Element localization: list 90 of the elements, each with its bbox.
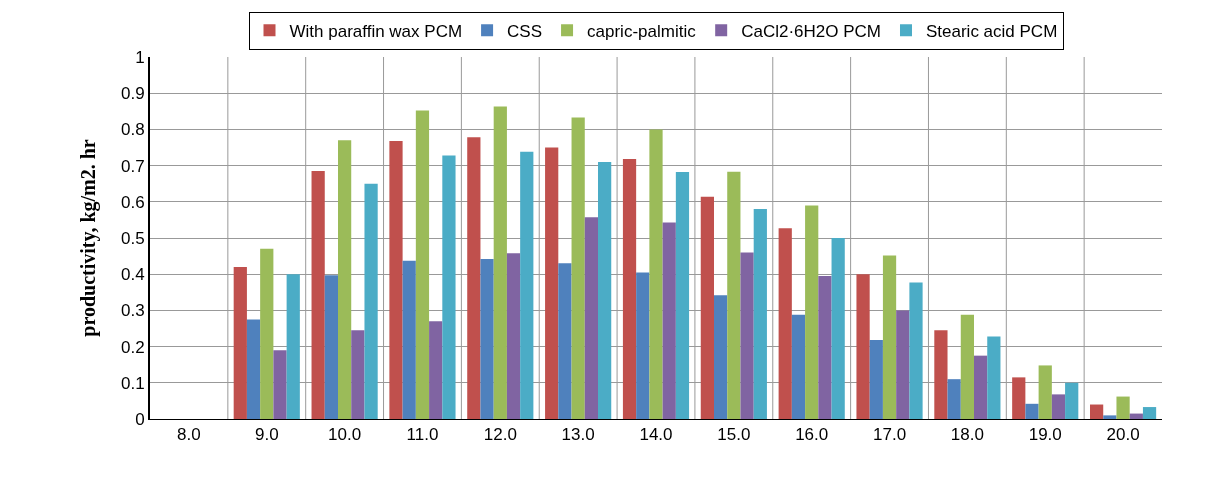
y-tick-label: 0.9 (120, 84, 145, 104)
y-tick-label: 0.2 (120, 337, 145, 357)
bar (675, 172, 690, 419)
x-tick-label: 20.0 (1106, 425, 1140, 445)
legend-label: capric-palmitic (587, 21, 697, 41)
x-tick-label: 10.0 (328, 425, 362, 445)
x-tick-label: 18.0 (950, 425, 984, 445)
bar (598, 161, 612, 419)
x-tick-label: 11.0 (406, 425, 439, 445)
bar (1142, 407, 1157, 419)
bar (1051, 394, 1066, 419)
y-tick-label: 0.8 (120, 120, 145, 140)
bar (584, 217, 598, 419)
y-axis-title: productivity, kg/m2. hr (76, 139, 100, 337)
bar (636, 272, 650, 419)
y-tick-label: 0.6 (120, 192, 145, 212)
bar (700, 196, 714, 419)
bar (545, 147, 559, 419)
bar (338, 140, 352, 419)
bar (727, 171, 741, 419)
bar (324, 275, 338, 419)
bar (351, 330, 365, 419)
bar (778, 228, 792, 419)
bar (429, 321, 443, 419)
x-tick-label: 15.0 (717, 425, 751, 445)
y-tick-label: 0.3 (120, 301, 145, 321)
bar (233, 266, 247, 419)
y-tick-label: 0.1 (120, 373, 145, 393)
bar (442, 155, 456, 419)
bar (791, 314, 806, 419)
bar (714, 295, 728, 419)
bar (558, 263, 572, 419)
bar (831, 238, 845, 419)
bar (740, 252, 754, 419)
y-tick-label: 0 (135, 409, 145, 429)
bar (286, 274, 300, 419)
legend-label: Stearic acid PCM (925, 21, 1058, 41)
bar (506, 253, 521, 419)
bar (960, 314, 974, 419)
bar (622, 159, 637, 419)
bar (1065, 382, 1079, 419)
bar (856, 274, 870, 419)
x-tick-label: 9.0 (254, 425, 279, 445)
bar (571, 117, 585, 419)
bar (805, 205, 819, 419)
legend-label: CSS (507, 21, 543, 41)
x-tick-label: 16.0 (795, 425, 829, 445)
bar (402, 260, 416, 419)
legend-label: With paraffin wax PCM (289, 21, 463, 41)
bar (909, 282, 923, 419)
bar (520, 151, 534, 419)
bar (818, 276, 832, 419)
bar (415, 110, 430, 419)
bar (1038, 365, 1052, 419)
x-tick-label: 19.0 (1028, 425, 1062, 445)
bar (934, 330, 948, 419)
bar (947, 379, 961, 419)
x-tick-label: 8.0 (177, 425, 201, 445)
x-tick-label: 13.0 (561, 425, 595, 445)
bar (753, 209, 767, 419)
bar (1012, 377, 1026, 419)
bar (974, 355, 988, 419)
bar (389, 140, 403, 419)
bar (1025, 403, 1039, 419)
y-tick-label: 0.4 (120, 265, 145, 285)
bar (649, 129, 663, 419)
x-tick-label: 17.0 (872, 425, 907, 445)
bar (869, 340, 883, 419)
bar (246, 319, 261, 419)
bar (662, 222, 676, 419)
bar (1129, 413, 1143, 419)
bar (896, 310, 910, 419)
bar (882, 255, 897, 419)
bar (467, 137, 481, 419)
bar (1103, 415, 1117, 419)
bar (480, 259, 494, 419)
legend-label: CaCl2·6H2O PCM (741, 21, 881, 41)
bar (493, 106, 507, 419)
bar (987, 336, 1001, 419)
y-tick-label: 0.5 (120, 228, 145, 248)
bar (1116, 396, 1130, 419)
bar (260, 248, 274, 419)
bar (1089, 404, 1104, 419)
x-tick-label: 14.0 (639, 425, 673, 445)
y-tick-label: 0.7 (120, 156, 145, 176)
bar (364, 183, 378, 419)
x-tick-label: 12.0 (483, 425, 517, 445)
y-tick-label: 1 (135, 47, 145, 67)
bar (311, 171, 325, 419)
bar (273, 350, 287, 419)
